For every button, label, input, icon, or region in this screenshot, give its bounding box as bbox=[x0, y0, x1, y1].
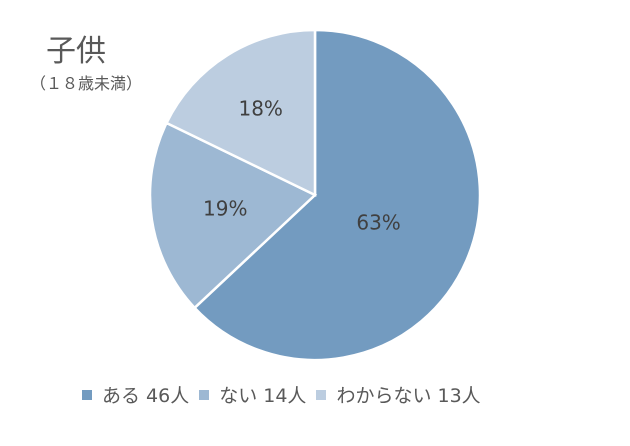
data-label: 63% bbox=[356, 211, 400, 235]
legend-swatch bbox=[82, 389, 92, 400]
pie-slice-わからない bbox=[164, 28, 317, 197]
legend-item-aru: ある 46人 bbox=[82, 381, 189, 408]
data-label: 18% bbox=[238, 96, 282, 120]
legend-item-wakaranai: わからない 13人 bbox=[316, 381, 481, 408]
legend-label: わからない 13人 bbox=[336, 385, 481, 407]
legend: ある 46人 ない 14人 わからない 13人 bbox=[82, 381, 491, 408]
chart-title: 子供 bbox=[46, 34, 106, 69]
data-label: 19% bbox=[203, 197, 247, 221]
pie-slice-ない bbox=[148, 121, 318, 310]
pie-slice-ある bbox=[192, 28, 482, 362]
legend-item-nai: ない 14人 bbox=[199, 381, 306, 408]
legend-swatch bbox=[316, 389, 327, 400]
legend-label: ない 14人 bbox=[219, 385, 307, 407]
legend-label: ある 46人 bbox=[102, 385, 190, 407]
chart-subtitle: （１８歳未満） bbox=[30, 74, 143, 93]
legend-swatch bbox=[199, 389, 210, 400]
